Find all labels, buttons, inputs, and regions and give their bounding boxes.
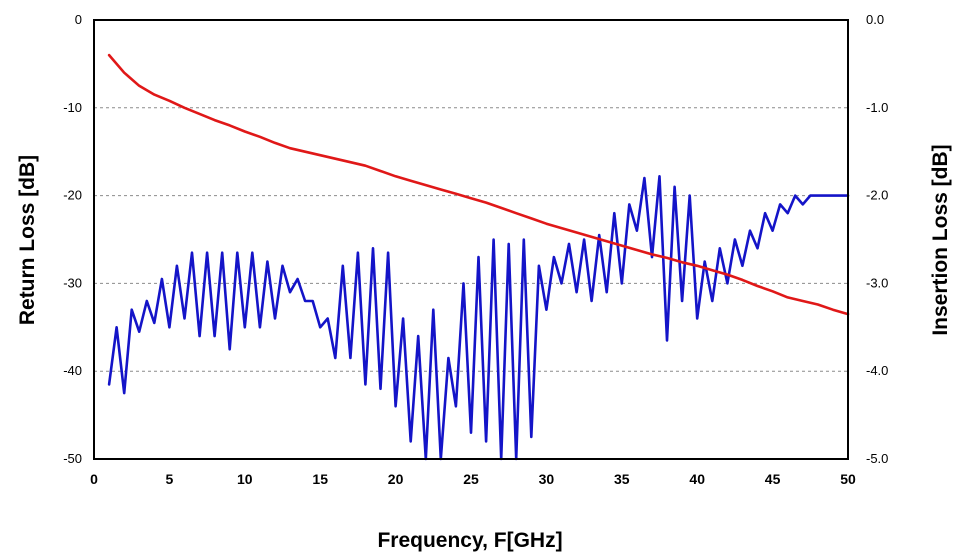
y-left-tick-2: -20	[63, 188, 82, 203]
right-axis-title: Insertion Loss [dB]	[929, 144, 952, 335]
x-tick-9: 45	[765, 471, 781, 487]
x-tick-10: 50	[840, 471, 856, 487]
y-right-tick-5: -5.0	[866, 451, 888, 466]
x-tick-5: 25	[463, 471, 479, 487]
y-right-tick-4: -4.0	[866, 363, 888, 378]
x-tick-2: 10	[237, 471, 253, 487]
y-left-tick-0: 0	[75, 12, 82, 27]
y-left-tick-3: -30	[63, 275, 82, 290]
x-tick-7: 35	[614, 471, 630, 487]
y-left-tick-1: -10	[63, 100, 82, 115]
y-right-tick-1: -1.0	[866, 100, 888, 115]
x-tick-8: 40	[689, 471, 705, 487]
y-right-tick-3: -3.0	[866, 275, 888, 290]
y-left-tick-5: -50	[63, 451, 82, 466]
y-right-tick-0: 0.0	[866, 12, 884, 27]
insertion-loss-line	[107, 53, 850, 316]
x-tick-6: 30	[539, 471, 555, 487]
x-axis-title: Frequency, F[GHz]	[377, 529, 562, 552]
left-axis-title: Return Loss [dB]	[16, 155, 39, 325]
x-tick-0: 0	[90, 471, 98, 487]
y-left-tick-4: -40	[63, 363, 82, 378]
series-layer	[107, 53, 850, 461]
x-tick-3: 15	[312, 471, 328, 487]
return-loss-line	[107, 175, 850, 461]
x-tick-4: 20	[388, 471, 404, 487]
y-right-tick-2: -2.0	[866, 188, 888, 203]
x-tick-1: 5	[166, 471, 174, 487]
tick-labels: 0 -10 -20 -30 -40 -50 0.0 -1.0 -2.0 -3.0 -4.0 -5.0 0…	[63, 12, 888, 487]
plot-area-frame	[93, 19, 849, 460]
